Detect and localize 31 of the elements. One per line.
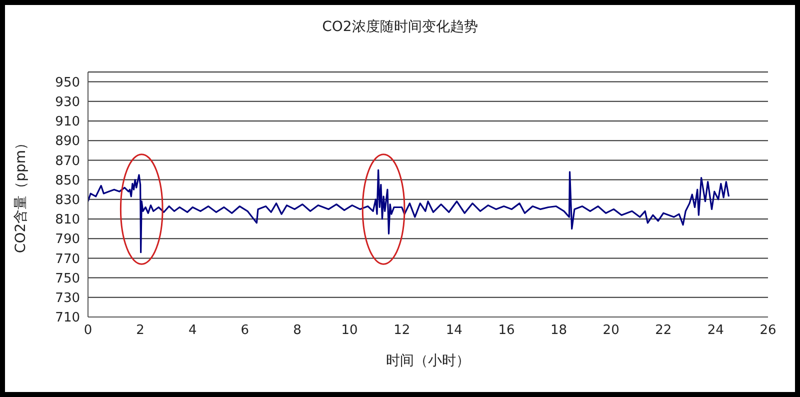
y-tick-label: 870 xyxy=(55,154,80,169)
y-tick-label: 890 xyxy=(55,134,80,150)
x-tick-label: 18 xyxy=(550,323,568,338)
y-tick-label: 730 xyxy=(55,291,80,306)
x-tick-label: 12 xyxy=(394,323,410,338)
x-tick-label: 4 xyxy=(188,323,197,338)
x-tick-label: 24 xyxy=(707,323,724,338)
x-tick-label: 6 xyxy=(240,323,250,338)
x-tick-label: 2 xyxy=(136,323,144,338)
x-tick-label: 16 xyxy=(498,323,515,338)
y-tick-label: 850 xyxy=(55,173,80,188)
y-tick-label: 750 xyxy=(55,271,80,286)
y-tick-label: 710 xyxy=(55,310,80,326)
y-tick-label: 810 xyxy=(55,212,80,228)
y-tick-label: 950 xyxy=(55,75,80,90)
y-tick-label: 930 xyxy=(55,95,80,110)
line-series xyxy=(88,169,730,254)
x-tick-label: 8 xyxy=(293,323,302,338)
x-tick-label: 0 xyxy=(84,323,92,338)
x-tick-label: 20 xyxy=(602,323,620,338)
y-axis-title: CO2含量（ppm） xyxy=(12,136,29,254)
y-tick-label: 790 xyxy=(55,232,80,248)
x-tick-label: 26 xyxy=(760,323,776,338)
x-tick-label: 14 xyxy=(446,323,462,338)
y-tick-label: 910 xyxy=(55,114,80,130)
y-tick-label: 830 xyxy=(55,193,80,208)
x-tick-label: 22 xyxy=(655,323,672,338)
x-axis-title: 时间（小时） xyxy=(386,352,470,369)
chart-title: CO2浓度随时间变化趋势 xyxy=(321,18,479,36)
x-tick-label: 10 xyxy=(341,323,358,338)
y-tick-label: 770 xyxy=(55,252,80,267)
